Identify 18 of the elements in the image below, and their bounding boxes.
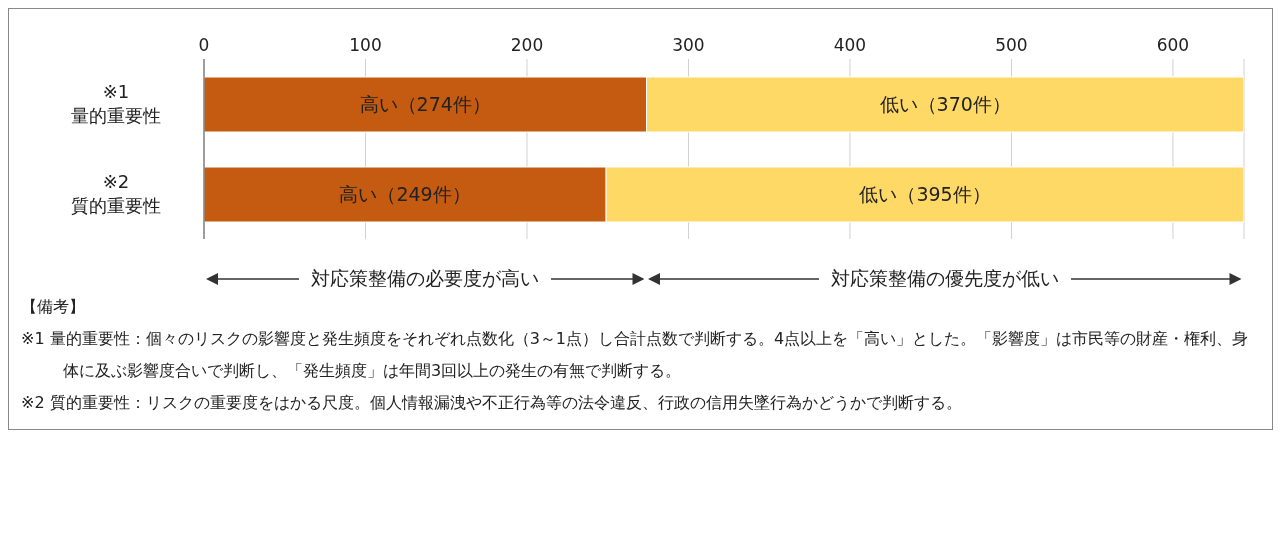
text: ※2 質的重要性：リスクの重要度をはかる尺度。個人情報漏洩や不正行為等の法令違反、行政の信用失墜行為かどうかで判断する。 (21, 392, 963, 414)
y-tick-label: ※1 量的重要性 (71, 81, 161, 126)
text: 【備考】 (21, 296, 86, 318)
x-tick-label: 600 (1156, 35, 1190, 55)
x-tick-label: 300 (672, 35, 705, 55)
data-label: 低い（370件） (879, 93, 1011, 116)
x-tick-label: 0 (198, 35, 210, 55)
y-tick-label: ※2 質的重要性 (71, 171, 161, 216)
text: 対応策整備の優先度が低い (819, 267, 1072, 289)
data-label: 低い（395件） (859, 183, 991, 206)
text: ※1 量的重要性：個々のリスクの影響度と発生頻度をそれぞれ点数化（3～1点）し合計点数で判断する。4点以上を「高い」とした。「影響度」は市民等の財産・権利、身体に及ぶ影響度合いで判断し、「発生頻度」は年間3回以上の発生の有無で判断する。 (21, 328, 1250, 382)
x-tick-label: 500 (995, 35, 1028, 55)
x-tick-label: 100 (349, 35, 382, 55)
x-tick-label: 200 (510, 35, 544, 55)
x-tick-label: 400 (833, 35, 867, 55)
data-label: 高い（274件） (359, 93, 491, 116)
data-label: 高い（249件） (339, 183, 471, 206)
text: 対応策整備の必要度が高い (299, 267, 552, 289)
